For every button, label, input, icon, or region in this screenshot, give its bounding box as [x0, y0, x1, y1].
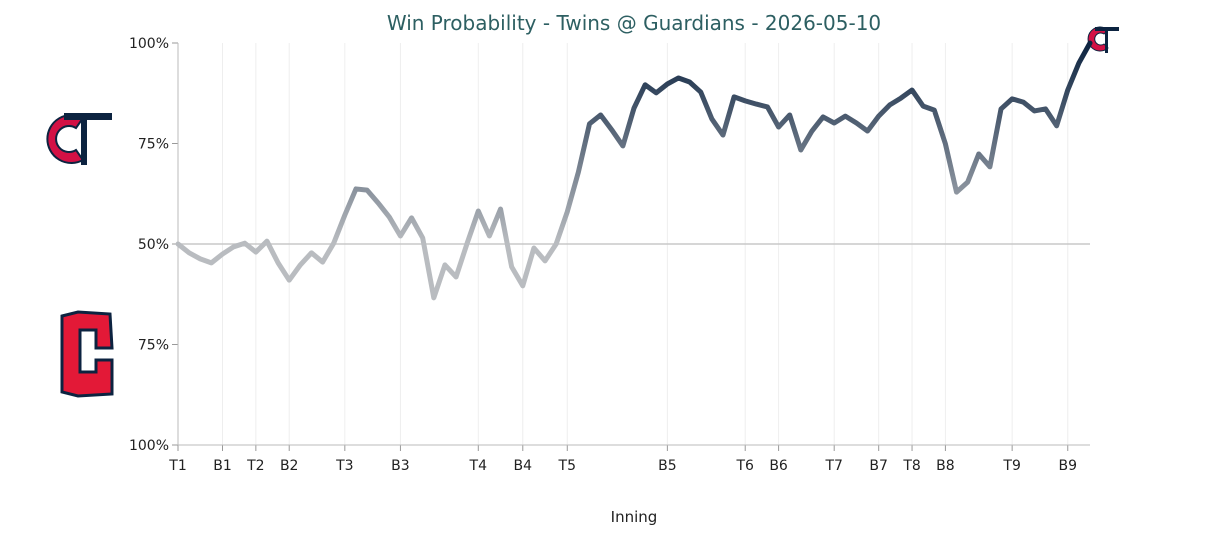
x-tick-label: B7 [869, 458, 888, 474]
x-tick-label: T8 [902, 458, 920, 474]
guardians-logo [60, 310, 114, 398]
x-tick-label: B4 [514, 458, 533, 474]
chart-title: Win Probability - Twins @ Guardians - 20… [387, 11, 881, 35]
x-tick-label: T5 [558, 458, 576, 474]
y-tick-label: 100% [129, 438, 169, 454]
x-tick-label: T4 [469, 458, 488, 474]
x-tick-label: T1 [168, 458, 186, 474]
x-tick-label: T9 [1002, 458, 1020, 474]
x-tick-label: B1 [213, 458, 232, 474]
y-tick-label: 75% [138, 137, 169, 153]
x-tick-label: T2 [246, 458, 264, 474]
x-tick-label: B8 [936, 458, 955, 474]
x-axis-label: Inning [611, 508, 658, 526]
y-tick-label: 100% [129, 36, 169, 52]
x-tick-label: T6 [735, 458, 754, 474]
x-tick-label: B5 [658, 458, 677, 474]
twins-logo-small [1087, 26, 1119, 53]
x-tick-label: B2 [280, 458, 299, 474]
win-probability-line [175, 40, 1093, 301]
x-tick-label: B9 [1058, 458, 1077, 474]
x-tick-label: T3 [335, 458, 353, 474]
y-tick-label: 50% [138, 237, 169, 253]
y-tick-label: 75% [138, 338, 169, 354]
x-tick-label: T7 [824, 458, 842, 474]
x-tick-label: B3 [391, 458, 410, 474]
x-tick-label: B6 [769, 458, 788, 474]
twins-logo [46, 113, 112, 165]
